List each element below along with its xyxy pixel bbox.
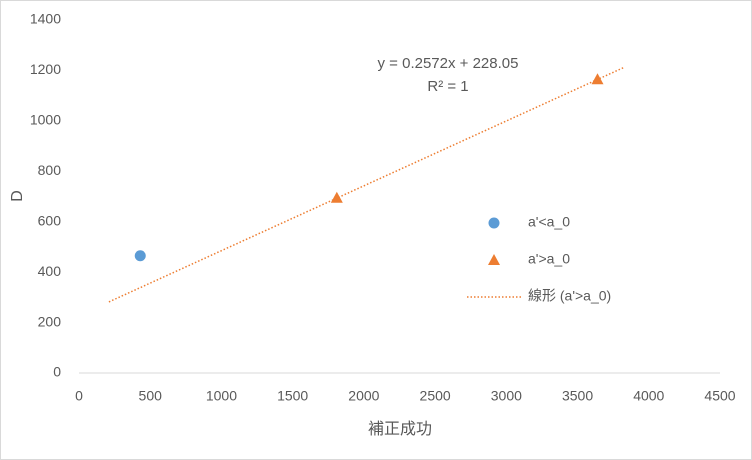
x-axis-title: 補正成功: [368, 420, 432, 438]
x-tick-label: 1000: [206, 388, 237, 404]
trend-equation: y = 0.2572x + 228.05: [378, 55, 519, 72]
x-tick-label: 2000: [348, 388, 379, 404]
y-tick-label: 1400: [30, 11, 61, 27]
point: [330, 191, 343, 203]
x-tick-label: 2500: [420, 388, 451, 404]
trend-r2: R² = 1: [427, 78, 468, 95]
legend-label: a'<a_0: [528, 214, 570, 230]
y-tick-label: 800: [38, 162, 62, 178]
x-tick-label: 4500: [704, 388, 735, 404]
y-tick-label: 200: [38, 313, 62, 329]
x-tick-label: 4000: [633, 388, 664, 404]
y-tick-label: 0: [53, 364, 61, 380]
y-axis-title: D: [9, 190, 26, 202]
legend-marker: [488, 217, 500, 229]
x-tick-label: 500: [139, 388, 163, 404]
x-tick-label: 1500: [277, 388, 308, 404]
legend-label: a'>a_0: [528, 251, 570, 267]
point: [134, 250, 146, 262]
legend-marker: [488, 254, 500, 265]
y-tick-label: 1200: [30, 61, 61, 77]
x-tick-label: 3000: [491, 388, 522, 404]
point: [591, 73, 604, 85]
y-tick-label: 1000: [30, 112, 61, 128]
y-tick-label: 600: [38, 212, 62, 228]
y-tick-label: 400: [38, 263, 62, 279]
x-tick-label: 0: [75, 388, 83, 404]
legend-label: 線形 (a'>a_0): [528, 288, 611, 304]
x-tick-label: 3500: [562, 388, 593, 404]
